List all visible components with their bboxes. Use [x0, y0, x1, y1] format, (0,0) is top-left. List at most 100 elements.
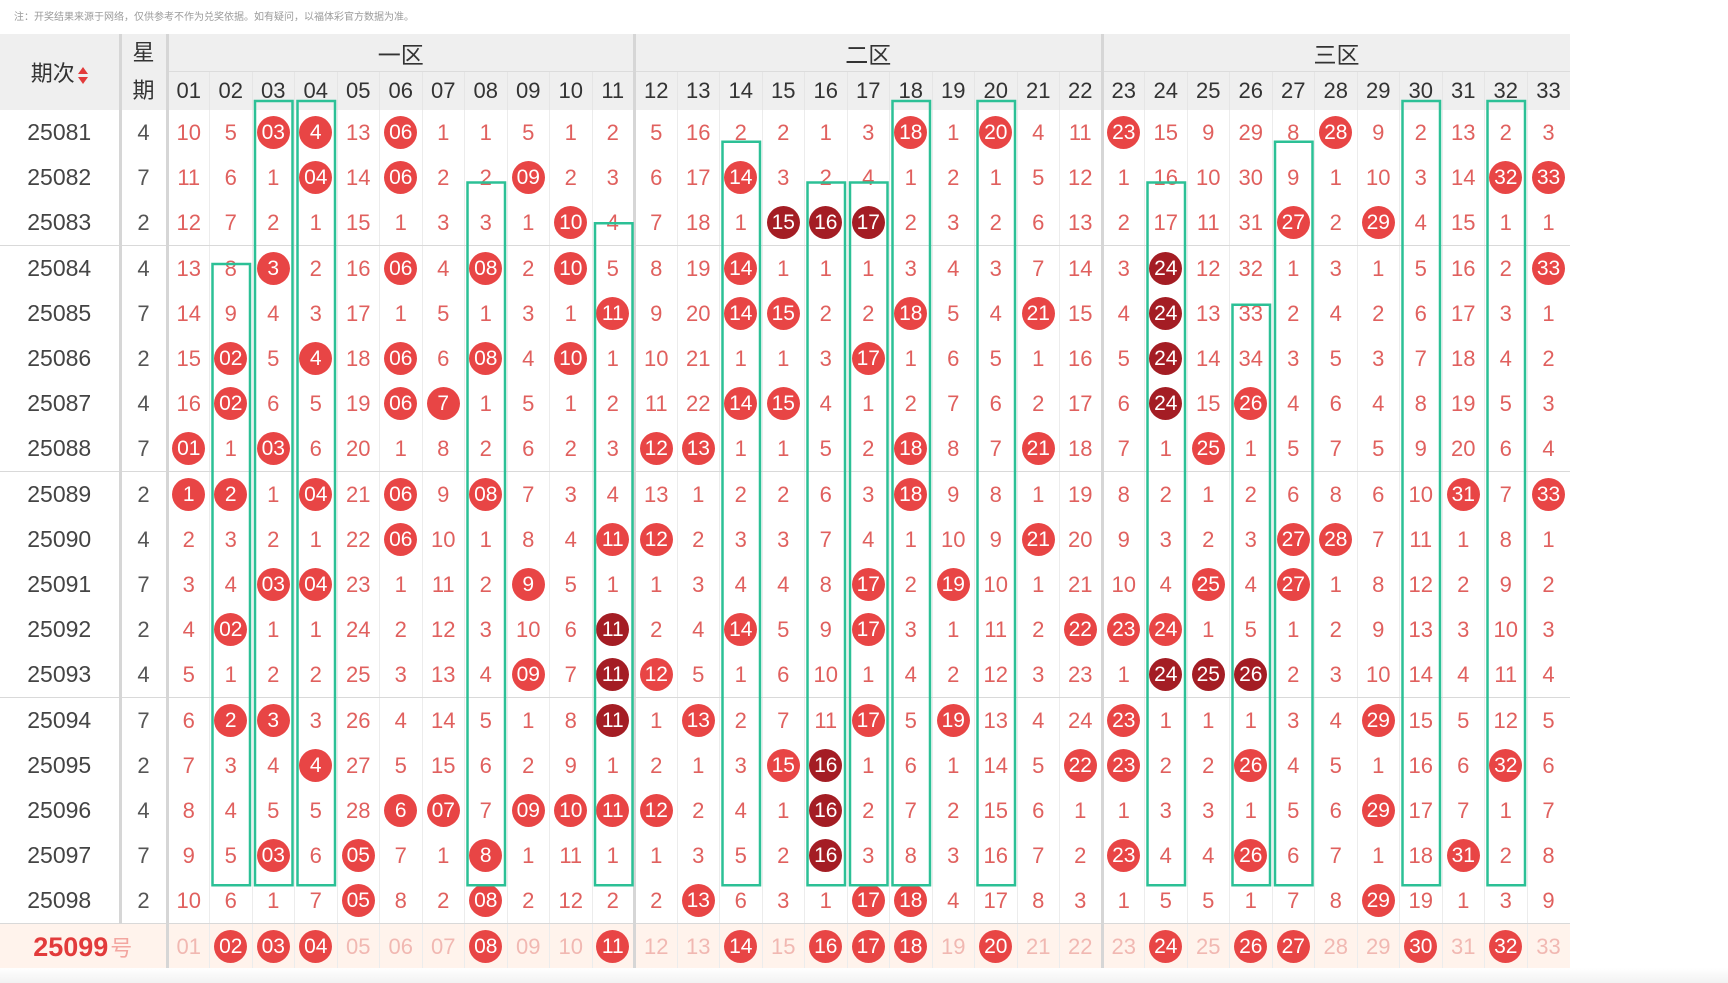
number-cell: 4: [591, 471, 635, 517]
drawn-ball: 24: [1149, 297, 1183, 330]
pick-cell[interactable]: 09: [506, 923, 550, 969]
number-cell: 3: [1314, 652, 1357, 698]
drawn-ball: 18: [894, 478, 928, 511]
picked-ball[interactable]: 04: [299, 930, 333, 963]
week-cell: 7: [118, 562, 167, 607]
picked-ball[interactable]: 32: [1489, 930, 1523, 963]
number-cell: 10: [165, 110, 210, 155]
pick-cell[interactable]: 04: [294, 923, 337, 969]
number-cell: 4: [761, 562, 805, 607]
pick-cell[interactable]: 19: [931, 923, 975, 969]
number-cell: 1: [1441, 517, 1485, 562]
pick-cell[interactable]: 20: [974, 923, 1017, 969]
current-period-row[interactable]: 25099号 01 02 03 04 05 06 07 08 09 10 11 12 13 14 15 16 17…: [0, 923, 1570, 969]
number-cell: 6: [1484, 426, 1527, 472]
pick-cell[interactable]: 29: [1356, 923, 1400, 969]
pick-cell[interactable]: 27: [1271, 923, 1315, 969]
picked-ball[interactable]: 20: [979, 930, 1013, 963]
number-cell: 13: [974, 697, 1017, 743]
number-cell: 10: [549, 788, 592, 833]
number-cell: 8: [549, 697, 592, 743]
pick-cell[interactable]: 33: [1526, 923, 1570, 969]
number-cell: 17: [846, 336, 890, 381]
picked-ball[interactable]: 17: [851, 930, 885, 963]
number-cell: 4: [1100, 291, 1145, 336]
number-cell: 4: [1016, 697, 1060, 743]
drawn-ball: 28: [1319, 523, 1353, 556]
number-cell: 7: [1314, 426, 1357, 472]
period-column-header[interactable]: 期次: [0, 34, 120, 110]
number-cell: 5: [549, 562, 592, 607]
number-cell: 22: [336, 517, 380, 562]
pick-cell[interactable]: 25: [1186, 923, 1230, 969]
pick-cell[interactable]: 21: [1016, 923, 1060, 969]
pick-cell[interactable]: 10: [549, 923, 592, 969]
pick-cell[interactable]: 06: [379, 923, 422, 969]
pick-cell[interactable]: 08: [464, 923, 507, 969]
pick-cell[interactable]: 11: [591, 923, 635, 969]
pick-cell[interactable]: 23: [1100, 923, 1145, 969]
picked-ball[interactable]: 11: [596, 930, 630, 963]
drawn-ball: 01: [172, 432, 206, 465]
number-cell: 4: [974, 291, 1017, 336]
pick-cell[interactable]: 31: [1441, 923, 1485, 969]
picked-ball[interactable]: 14: [724, 930, 758, 963]
picked-ball[interactable]: 27: [1276, 930, 1310, 963]
drawn-ball: 19: [936, 568, 970, 601]
number-cell: 4: [294, 743, 337, 788]
pick-cell[interactable]: 16: [804, 923, 847, 969]
number-cell: 2: [1356, 291, 1400, 336]
number-cell: 9: [549, 743, 592, 788]
pick-cell[interactable]: 26: [1229, 923, 1272, 969]
pick-cell[interactable]: 32: [1484, 923, 1527, 969]
pick-cell[interactable]: 05: [336, 923, 380, 969]
number-cell: 5: [209, 110, 252, 155]
number-cell: 5: [1144, 878, 1187, 924]
pick-cell[interactable]: 22: [1059, 923, 1102, 969]
drawn-ball: 25: [1191, 568, 1225, 601]
pick-cell[interactable]: 03: [251, 923, 295, 969]
number-cell: 8: [165, 788, 210, 833]
pick-cell[interactable]: 13: [676, 923, 720, 969]
number-cell: 6: [294, 833, 337, 878]
number-cell: 3: [379, 652, 422, 698]
picked-ball[interactable]: 02: [214, 930, 248, 963]
pick-cell[interactable]: 18: [889, 923, 932, 969]
number-cell: 2: [209, 471, 252, 517]
number-cell: 26: [1229, 833, 1272, 878]
drawn-ball: 15: [766, 297, 800, 330]
pick-cell[interactable]: 01: [165, 923, 210, 969]
drawn-ball: 11: [596, 523, 630, 556]
number-header-21: 21: [1016, 71, 1060, 110]
number-header-14: 14: [719, 71, 762, 110]
drawn-ball: 2: [214, 478, 248, 511]
pick-cell[interactable]: 30: [1399, 923, 1442, 969]
number-cell: 10: [549, 245, 592, 291]
picked-ball[interactable]: 18: [894, 930, 928, 963]
sort-icon[interactable]: [77, 66, 88, 84]
number-cell: 4: [464, 652, 507, 698]
number-cell: 14: [974, 743, 1017, 788]
number-cell: 29: [1356, 200, 1400, 246]
pick-cell[interactable]: 24: [1144, 923, 1187, 969]
picked-ball[interactable]: 08: [469, 930, 503, 963]
pick-cell[interactable]: 12: [633, 923, 677, 969]
drawn-ball: 15: [766, 206, 800, 239]
number-cell: 8: [633, 245, 677, 291]
pick-cell[interactable]: 15: [761, 923, 805, 969]
picked-ball[interactable]: 16: [809, 930, 843, 963]
number-cell: 2: [1016, 381, 1060, 426]
drawn-ball: 15: [766, 387, 800, 420]
picked-ball[interactable]: 03: [256, 930, 290, 963]
pick-cell[interactable]: 02: [209, 923, 252, 969]
number-cell: 22: [1059, 607, 1102, 652]
picked-ball[interactable]: 26: [1234, 930, 1268, 963]
pick-cell[interactable]: 14: [719, 923, 762, 969]
pick-cell[interactable]: 28: [1314, 923, 1357, 969]
drawn-ball: 08: [469, 478, 503, 511]
picked-ball[interactable]: 24: [1149, 930, 1183, 963]
pick-cell[interactable]: 07: [421, 923, 465, 969]
number-cell: 8: [421, 426, 465, 472]
picked-ball[interactable]: 30: [1404, 930, 1438, 963]
pick-cell[interactable]: 17: [846, 923, 890, 969]
